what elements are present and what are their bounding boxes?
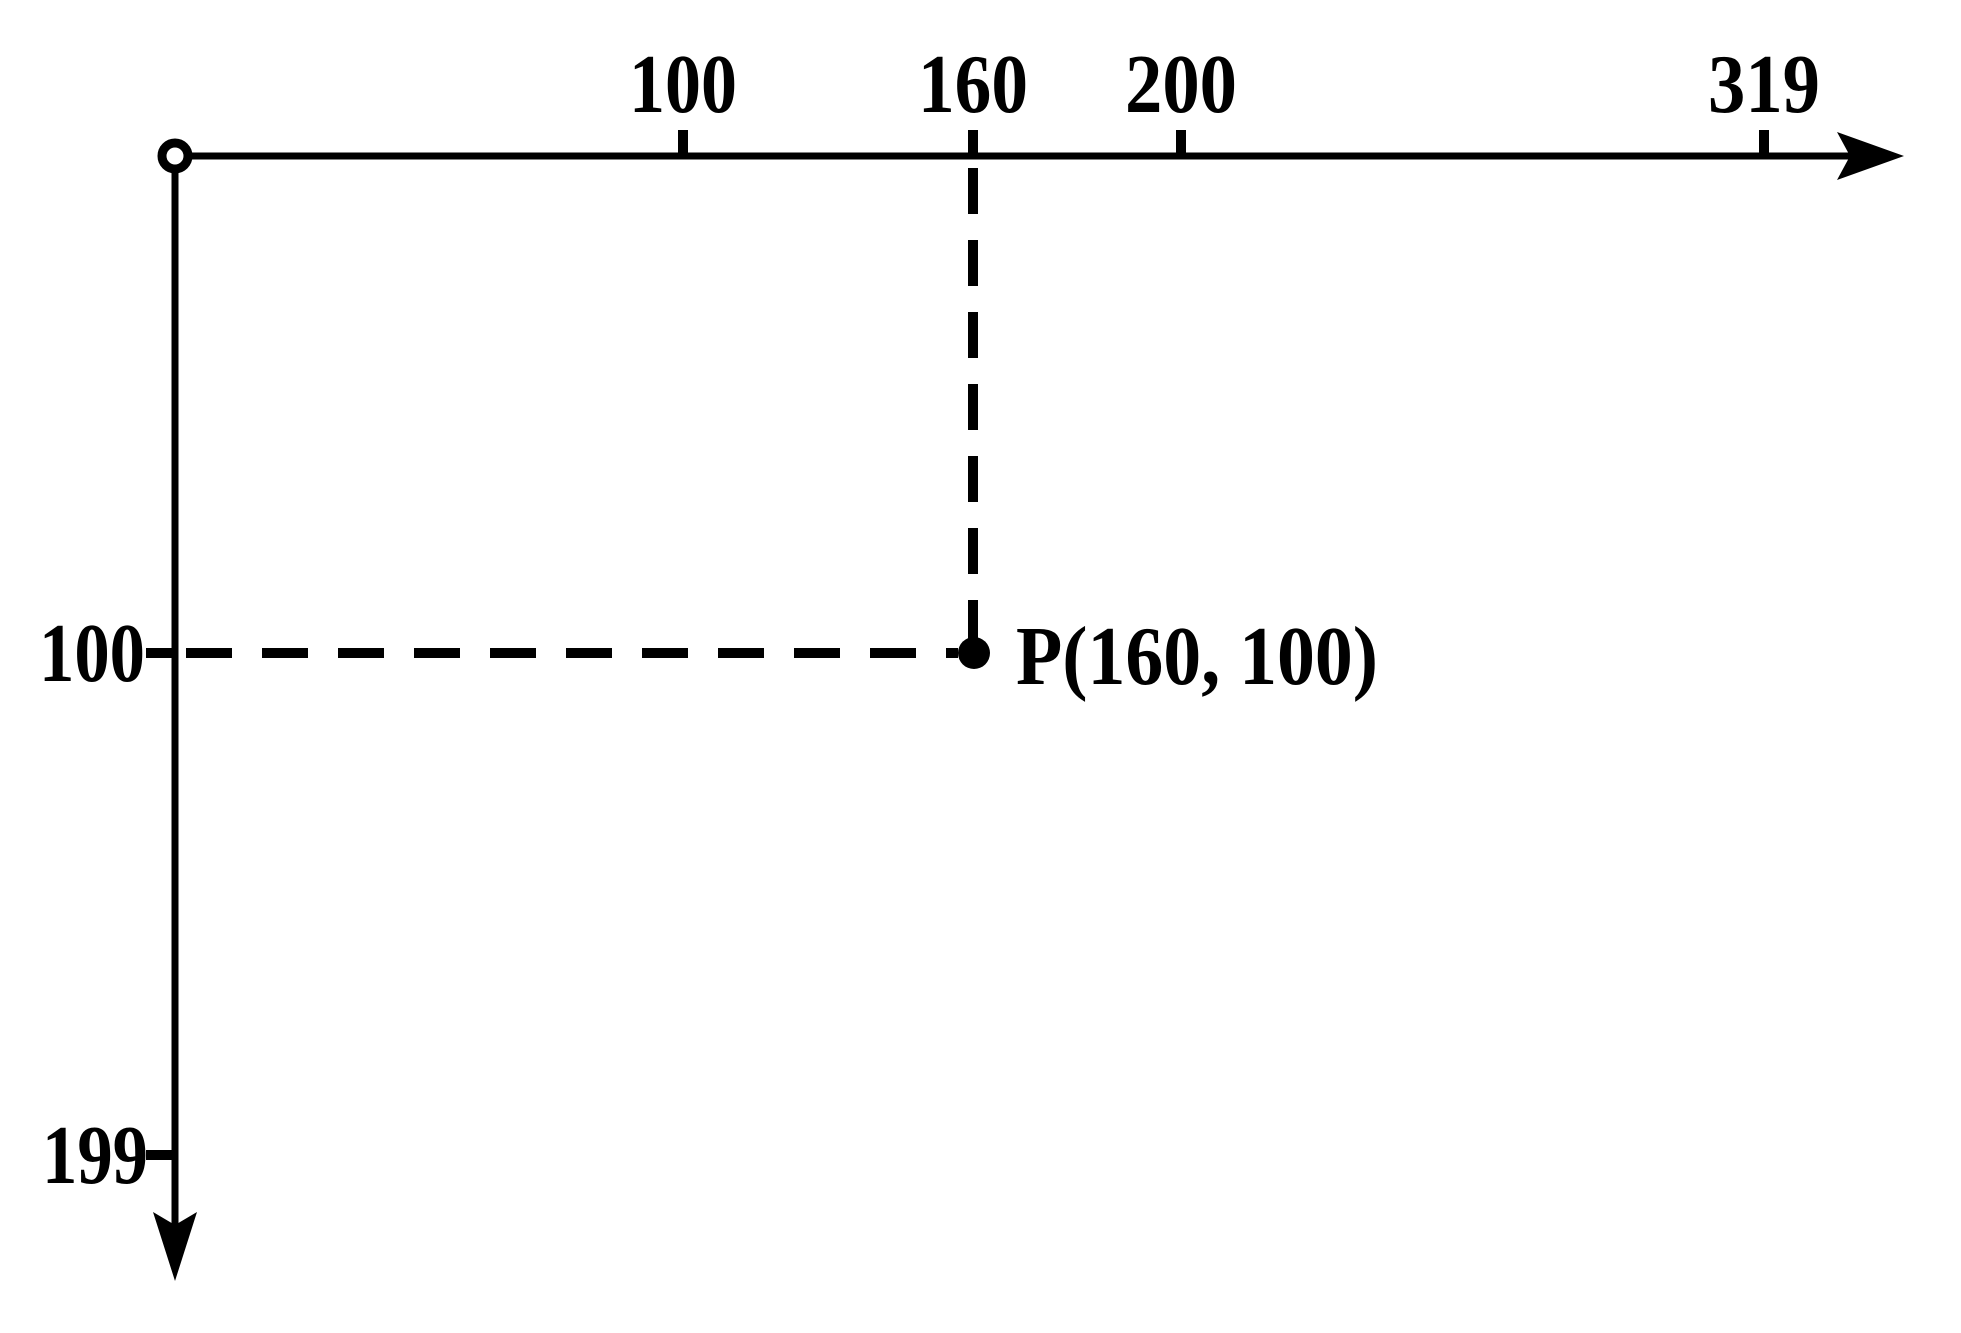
point-p-label: P(160, 100) — [1016, 610, 1378, 703]
x-tick-label-319: 319 — [1708, 38, 1820, 131]
y-axis-arrowhead-icon — [153, 1212, 197, 1281]
y-tick-label-199: 199 — [42, 1109, 148, 1202]
x-tick-label-100: 100 — [629, 38, 737, 131]
x-axis-arrowhead-icon — [1837, 132, 1904, 180]
origin-marker-icon — [157, 138, 193, 174]
y-tick-label-100: 100 — [39, 607, 145, 700]
x-tick-label-160: 160 — [918, 38, 1028, 131]
point-p-dot — [958, 637, 990, 669]
x-tick-label-200: 200 — [1125, 38, 1237, 131]
